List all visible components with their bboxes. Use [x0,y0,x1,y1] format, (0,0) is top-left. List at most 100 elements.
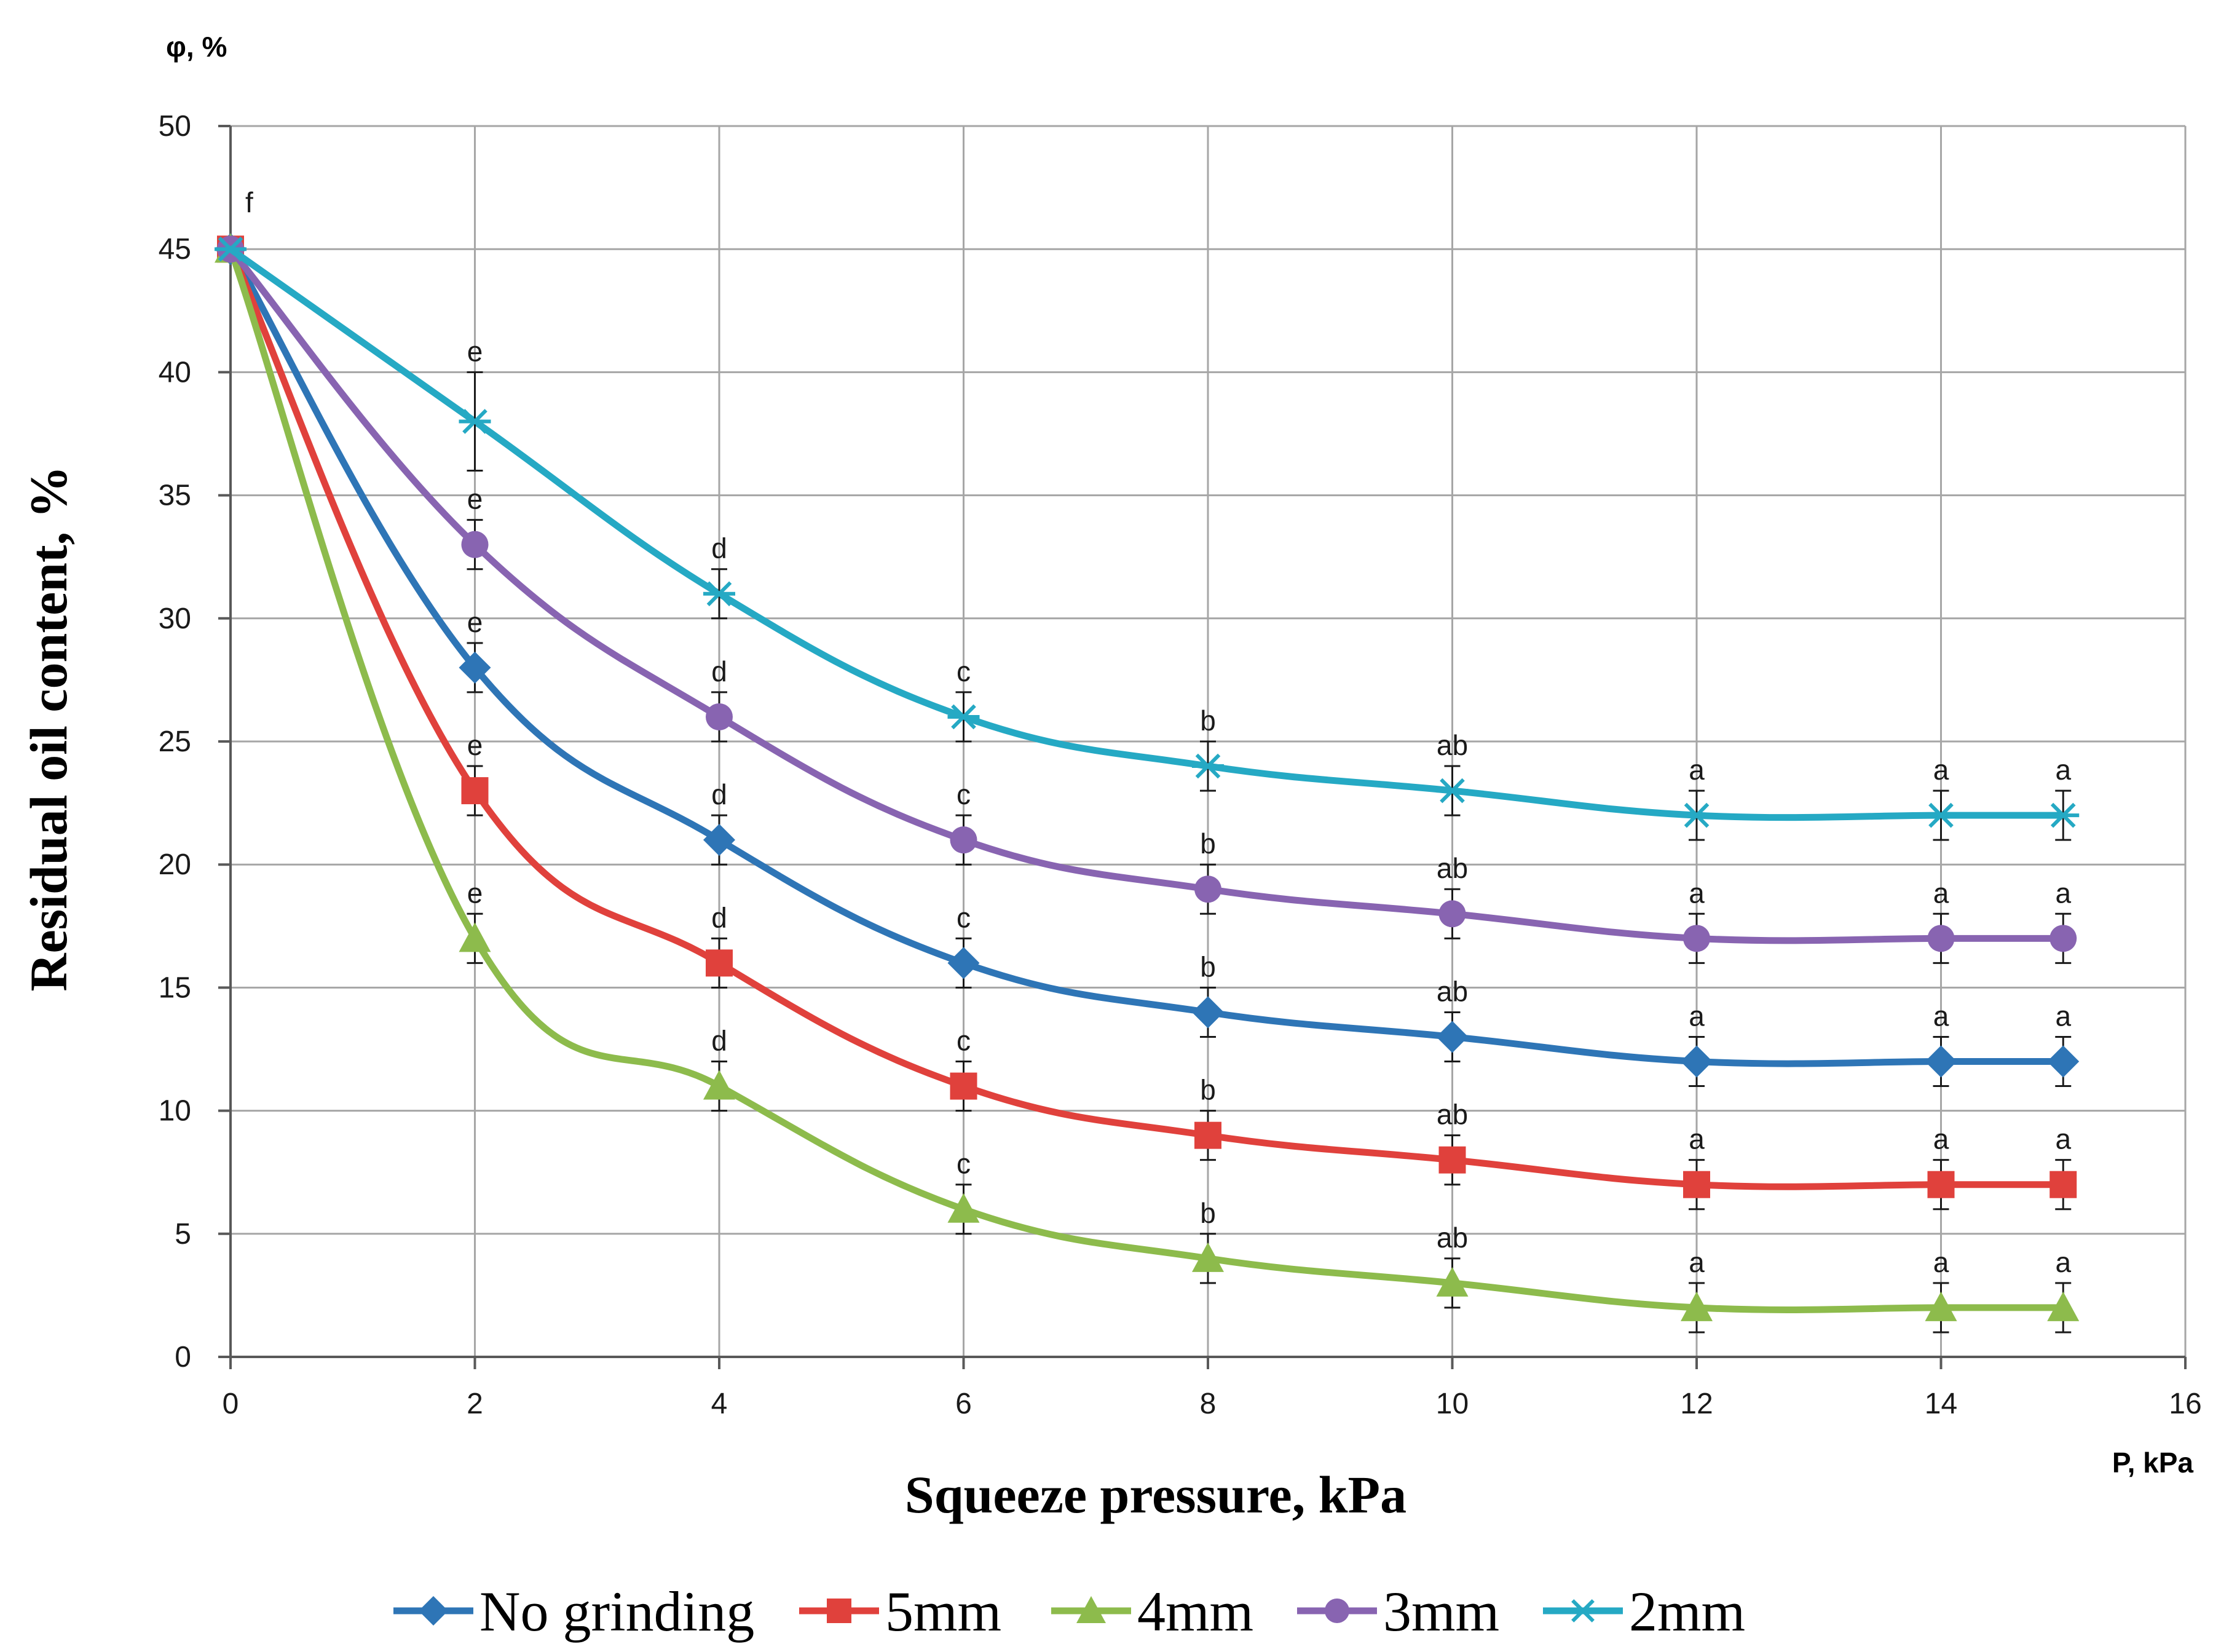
significance-letter: ab [1437,729,1468,761]
y-tick-label-35: 35 [159,480,191,512]
data-point [703,1070,735,1100]
data-point [1925,1291,1957,1321]
significance-letter: a [1933,754,1949,786]
significance-letter: d [711,655,727,687]
y-tick-label-20: 20 [159,848,191,881]
data-point [950,826,977,854]
x-unit-label: P, kPa [2112,1447,2194,1479]
y-unit-label: φ, % [166,31,227,63]
x-tick-label-4: 4 [711,1388,728,1420]
data-point [2049,925,2077,952]
x-tick-label-2: 2 [467,1388,483,1420]
significance-letter: a [2055,1246,2071,1278]
significance-letter: a [1689,1123,1705,1155]
y-tick-label-10: 10 [159,1095,191,1128]
legend-label: 5mm [885,1580,1001,1643]
data-point [1436,778,1469,804]
legend-label: 2mm [1629,1580,1745,1643]
y-tick-label-25: 25 [159,725,191,758]
data-point [2047,1045,2080,1078]
significance-letter: f [245,186,253,218]
significance-letter: b [1200,828,1216,860]
data-point [1681,1045,1713,1078]
x-tick-label-8: 8 [1200,1388,1217,1420]
significance-letter: d [711,532,727,564]
significance-letter: ab [1437,1222,1468,1254]
data-point [1194,875,1221,903]
legend-item-3mm: 3mm [1297,1580,1499,1643]
significance-letter: e [467,335,483,367]
data-point [459,651,491,684]
legend-marker [1568,1599,1598,1622]
data-point [1683,925,1710,952]
x-tick-label-0: 0 [223,1388,239,1420]
series-line [227,245,2067,944]
legend-label: 3mm [1383,1580,1499,1643]
y-tick-label-15: 15 [159,971,191,1004]
data-point [1194,1121,1221,1149]
data-point [2047,802,2080,828]
legend-item-5mm: 5mm [799,1580,1001,1643]
series-3mm [217,235,2077,964]
y-tick-label-30: 30 [159,603,191,635]
significance-letter: a [1689,1000,1705,1032]
significance-letter: a [2055,754,2071,786]
legend-marker [1325,1599,1349,1623]
significance-letter: a [1933,1000,1949,1032]
significance-letter: ab [1437,975,1468,1007]
significance-letter: c [957,778,971,810]
data-point [1192,753,1224,779]
series-line [227,245,2067,1313]
data-point [459,409,491,434]
significance-letter: e [467,606,483,638]
data-point [703,581,735,607]
significance-letter: d [711,901,727,933]
legend-item-no-grinding: No grinding [393,1580,754,1643]
y-axis-title: Residual oil content, % [19,465,78,991]
data-point [461,777,489,805]
significance-letter: c [957,1148,971,1180]
data-point [215,236,247,262]
y-tick-label-5: 5 [175,1218,191,1251]
significance-letter: b [1200,1197,1216,1229]
data-point [2047,1291,2080,1321]
series-2mm [215,236,2080,841]
data-point [1925,802,1957,828]
legend-label: No grinding [479,1580,754,1643]
series-line [227,245,2067,1190]
legend-marker [827,1599,851,1623]
series-no-grinding [215,233,2080,1088]
y-tick-label-45: 45 [159,233,191,266]
significance-letter: d [711,1025,727,1057]
significance-letter: ab [1437,1099,1468,1131]
data-point [703,824,735,856]
data-point [461,531,489,558]
significance-letter: d [711,778,727,810]
series-layer [215,233,2080,1334]
significance-letter: a [1933,1123,1949,1155]
data-point [1436,1021,1469,1053]
significance-letter: a [2055,1123,2071,1155]
legend-marker [1076,1596,1106,1623]
data-point [1925,1045,1957,1078]
significance-letter: a [1933,1246,1949,1278]
legend-item-2mm: 2mm [1543,1580,1745,1643]
data-point [947,947,980,979]
significance-letter: b [1200,705,1216,737]
legend: No grinding 5mm 4mm 3mm 2mm [393,1580,1745,1643]
significance-letter: b [1200,1074,1216,1106]
data-point [1927,1171,1955,1198]
legend-marker [419,1596,448,1626]
data-point [706,703,733,730]
data-point [1683,1171,1710,1198]
data-point [947,704,980,730]
significance-letter: b [1200,950,1216,982]
x-tick-label-10: 10 [1436,1388,1469,1420]
x-tick-label-16: 16 [2169,1388,2201,1420]
significance-letter: a [1689,1246,1705,1278]
significance-letter: a [1689,877,1705,909]
series-4mm [215,233,2080,1334]
y-tick-label-50: 50 [159,110,191,143]
